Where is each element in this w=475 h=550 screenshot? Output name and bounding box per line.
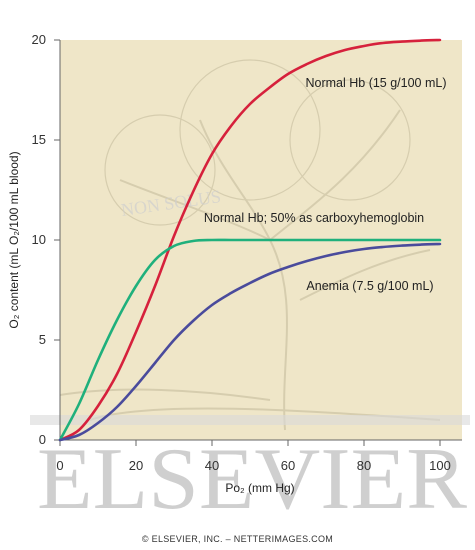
- x-tick-label: 20: [129, 458, 143, 473]
- y-tick-label: 5: [39, 332, 46, 347]
- y-tick-label: 0: [39, 432, 46, 447]
- y-tick-label: 10: [32, 232, 46, 247]
- series-line-anemia: [58, 242, 442, 442]
- x-tick-label: 100: [429, 458, 451, 473]
- watermark-band: [30, 415, 470, 425]
- x-tick-label: 0: [56, 458, 63, 473]
- y-tick-label: 15: [32, 132, 46, 147]
- x-tick-label: 40: [205, 458, 219, 473]
- series-label: Normal Hb; 50% as carboxyhemoglobin: [204, 211, 424, 225]
- y-axis-title: O₂ content (mL O₂/100 mL blood): [7, 151, 21, 328]
- y-tick-label: 20: [32, 32, 46, 47]
- series-line-normal-hb: [58, 38, 442, 442]
- series-line-carboxyhemoglobin: [58, 238, 442, 442]
- x-tick-label: 80: [357, 458, 371, 473]
- publisher-watermark: ELSEVIER: [37, 431, 467, 528]
- copyright-notice: © ELSEVIER, INC. – NETTERIMAGES.COM: [141, 534, 334, 544]
- series-label: Anemia (7.5 g/100 mL): [306, 279, 433, 293]
- x-tick-label: 60: [281, 458, 295, 473]
- series-label: Normal Hb (15 g/100 mL): [305, 76, 446, 90]
- x-axis-title: Po₂ (mm Hg): [225, 481, 294, 495]
